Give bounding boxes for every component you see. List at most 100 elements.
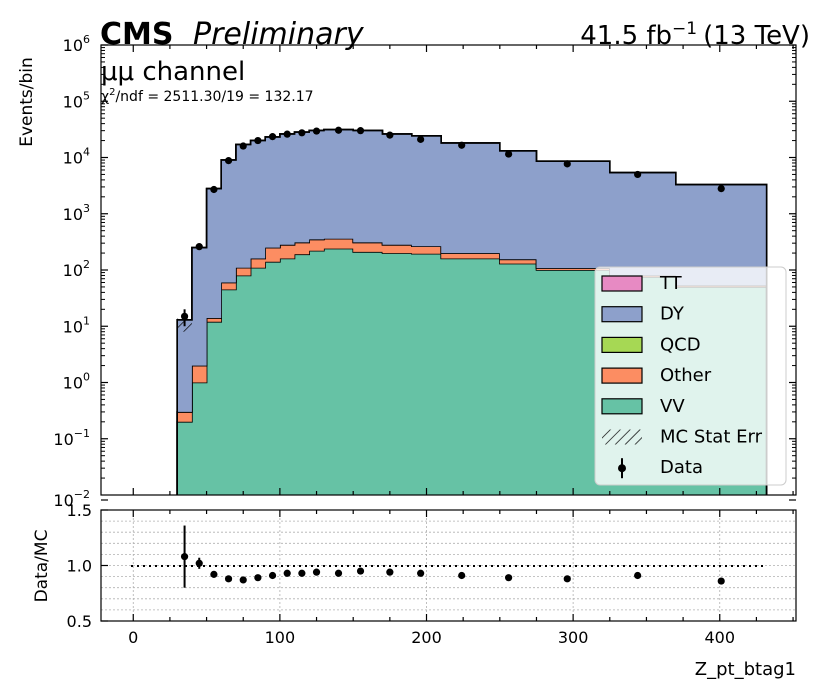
y-tick-exponent: 2	[83, 258, 90, 271]
ratio-point	[386, 568, 394, 576]
legend-swatch-tt	[601, 275, 643, 292]
lumi-exponent: −1	[672, 19, 697, 39]
channel-label: μμ channel	[101, 57, 245, 87]
y-tick-base: 10	[63, 36, 83, 55]
ratio-point	[312, 568, 321, 576]
ratio-point	[254, 574, 262, 582]
data-point	[356, 127, 365, 135]
ratio-axes: 0.5 1.0 1.5 0 100 200 300 400	[67, 501, 794, 647]
y-tick-label: 10−2	[53, 488, 90, 510]
ratio-point	[356, 567, 365, 575]
lumi-value: 41.5 fb	[580, 21, 672, 51]
data-point	[417, 135, 425, 143]
ratio-point	[283, 569, 291, 577]
ratio-point	[505, 574, 513, 582]
data-point	[195, 243, 203, 251]
ratio-y-axis-label: Data/MC	[32, 530, 52, 603]
data-point	[563, 160, 571, 168]
legend-box	[594, 266, 787, 486]
data-point	[312, 127, 321, 135]
y-tick-exponent: −1	[74, 427, 90, 440]
legend-swatch-qcd	[601, 336, 643, 353]
y-tick-base: 10	[63, 149, 83, 168]
ratio-point	[717, 577, 725, 585]
preliminary-label: Preliminary	[193, 17, 365, 52]
y-tick-exponent: 4	[83, 146, 90, 159]
data-point	[239, 142, 247, 150]
legend-label-tt: TT	[659, 273, 683, 294]
y-tick-exponent: 3	[83, 202, 90, 215]
data-point	[268, 133, 277, 141]
mc-stat-err-band	[177, 318, 192, 332]
ratio-point	[239, 576, 247, 584]
y-tick-base: 10	[63, 374, 83, 393]
data-point	[210, 185, 218, 194]
chi2-label: χ2/ndf = 2511.30/19 = 132.17	[101, 87, 314, 105]
y-tick-base: 10	[63, 205, 83, 224]
y-tick-base: 10	[53, 430, 73, 449]
y-tick-label: 102	[63, 258, 90, 280]
legend-label-dy: DY	[660, 304, 685, 325]
y-tick-label: 10−1	[53, 427, 90, 449]
x-tick-label: 200	[411, 628, 442, 647]
ratio-point	[634, 571, 642, 580]
stack-dy-area	[177, 129, 767, 412]
legend-swatch-other	[601, 367, 643, 384]
ratio-point	[458, 571, 466, 580]
data-point	[334, 126, 343, 134]
legend-swatch-vv	[601, 398, 643, 415]
legend-swatch-dy	[601, 306, 643, 323]
ratio-points-layer	[180, 525, 725, 588]
y-tick-base: 10	[53, 491, 73, 510]
data-point	[283, 130, 291, 138]
chi2-value: /ndf = 2511.30/19 = 132.17	[115, 89, 313, 105]
luminosity-label: 41.5 fb−1 (13 TeV)	[580, 19, 810, 51]
legend-label-mc-stat-err: MC Stat Err	[660, 427, 763, 448]
ratio-point	[180, 553, 189, 561]
ratio-grid	[101, 510, 796, 621]
ratio-y-tick-label: 1.5	[67, 501, 92, 520]
ratio-point	[195, 559, 203, 567]
y-tick-exponent: 1	[83, 314, 90, 327]
chi2-superscript: 2	[109, 87, 115, 98]
y-tick-label: 101	[63, 314, 90, 336]
chi2-symbol: χ	[101, 89, 109, 105]
x-tick-label: 400	[704, 628, 735, 647]
legend: TT DY QCD Other VV MC Stat Err Data	[594, 266, 787, 486]
y-tick-label: 106	[63, 33, 90, 55]
legend-label-data: Data	[660, 457, 703, 478]
y-tick-base: 10	[63, 261, 83, 280]
data-point	[386, 131, 394, 139]
ratio-y-tick-label: 1.0	[67, 557, 92, 576]
ratio-point	[298, 569, 306, 577]
legend-marker-data	[618, 464, 626, 473]
y-tick-exponent: −2	[74, 488, 90, 501]
x-tick-label: 300	[558, 628, 589, 647]
legend-label-vv: VV	[660, 396, 685, 417]
data-point	[717, 184, 725, 193]
y-tick-label: 105	[63, 89, 90, 111]
y-tick-base: 10	[63, 317, 83, 336]
data-point	[458, 141, 466, 149]
ratio-point	[417, 569, 425, 577]
y-tick-exponent: 6	[83, 33, 90, 46]
x-axis-label: Z_pt_btag1	[695, 659, 796, 680]
ratio-point	[224, 575, 233, 583]
legend-label-other: Other	[660, 365, 712, 386]
y-tick-label: 104	[63, 146, 90, 168]
y-tick-base: 10	[63, 92, 83, 111]
y-tick-exponent: 5	[83, 89, 90, 102]
ratio-point	[334, 569, 343, 577]
legend-label-qcd: QCD	[660, 334, 701, 355]
y-tick-label: 103	[63, 202, 90, 224]
legend-swatch-mc-stat-err	[602, 429, 642, 445]
data-point	[224, 157, 233, 165]
ratio-y-tick-label: 0.5	[67, 612, 92, 631]
y-axis-label: Events/bin	[17, 57, 37, 147]
data-point	[634, 170, 642, 179]
data-point	[298, 129, 306, 137]
y-tick-exponent: 0	[83, 371, 90, 384]
x-tick-label: 100	[265, 628, 296, 647]
